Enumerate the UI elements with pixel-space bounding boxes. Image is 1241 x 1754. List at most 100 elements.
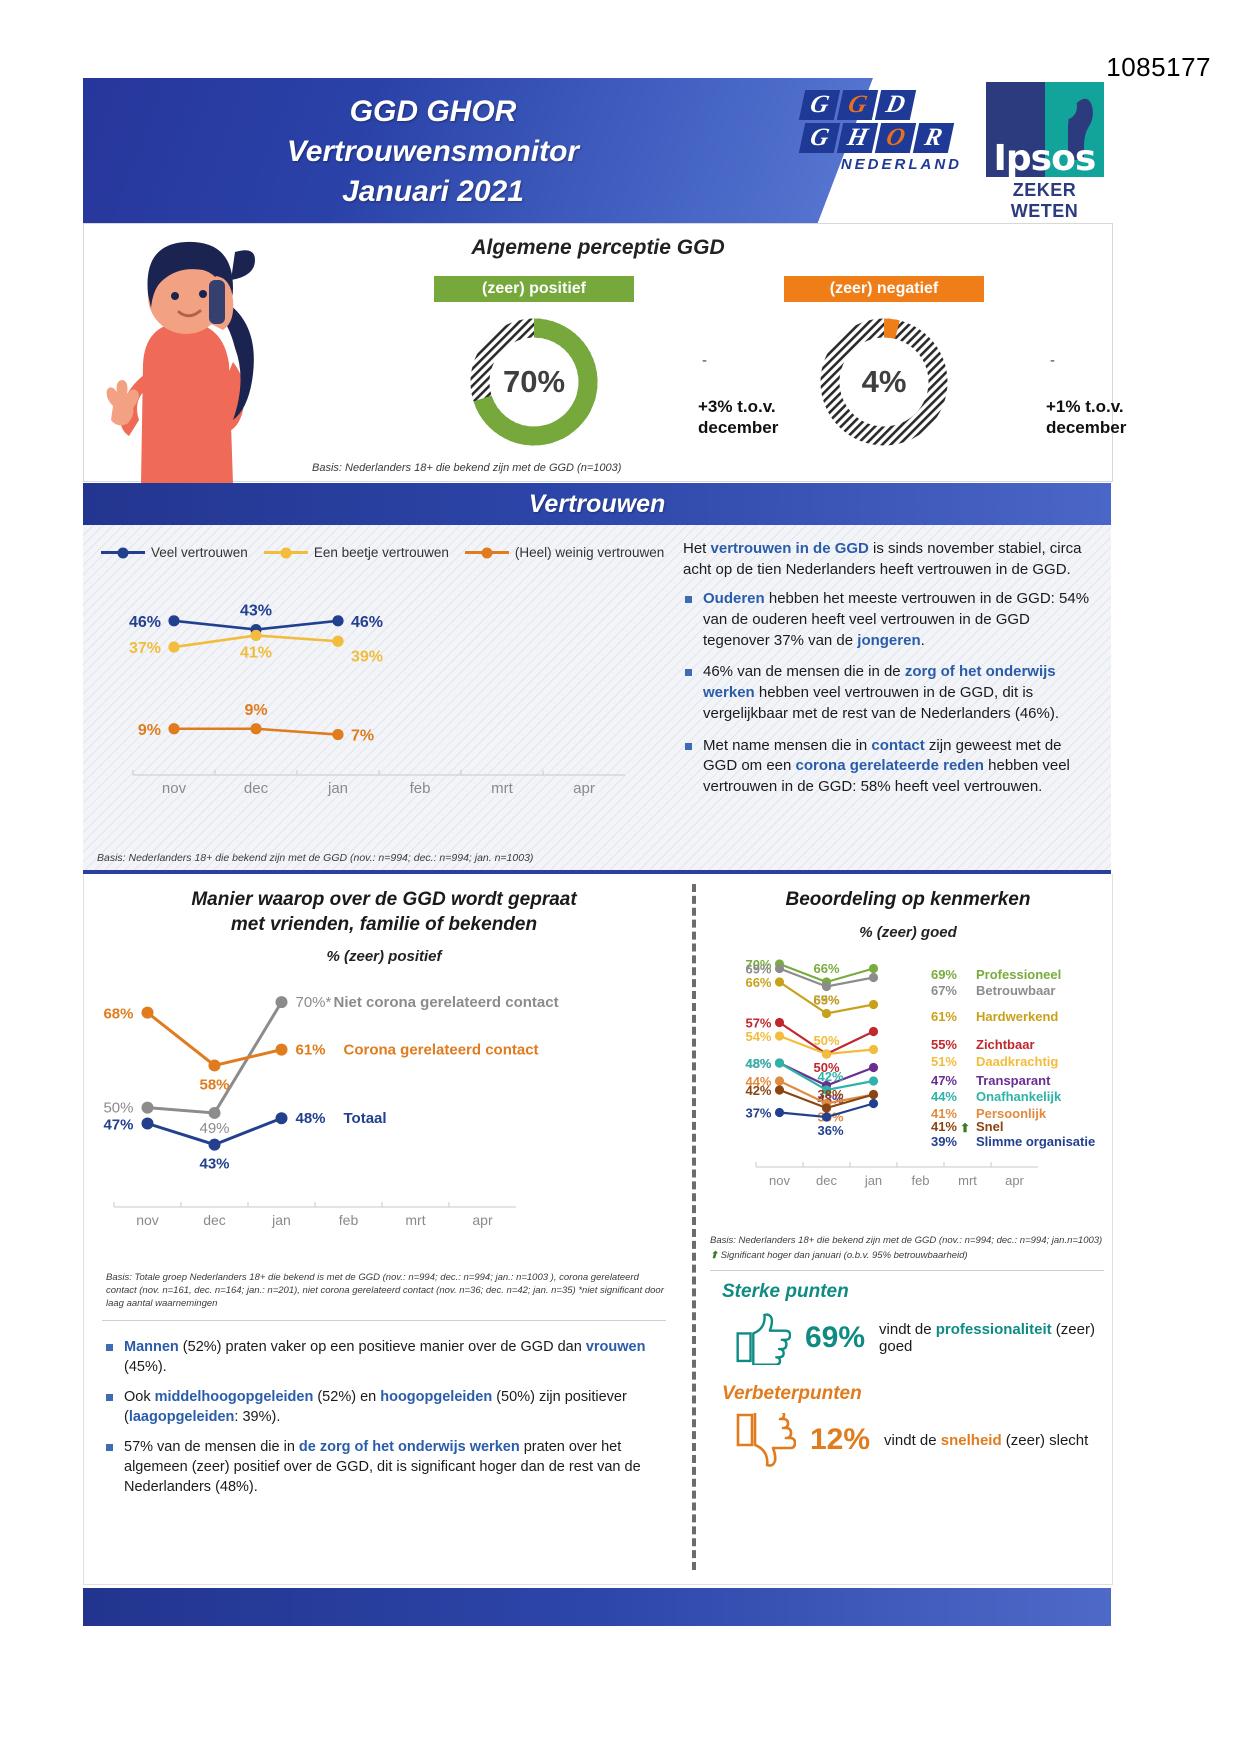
- bullet-item: Met name mensen die in contact zijn gewe…: [683, 736, 1098, 798]
- series-name-label: Transparant: [976, 1073, 1051, 1088]
- trust-section: Veel vertrouwen Een beetje vertrouwen (H…: [83, 525, 1111, 874]
- negative-value: 4%: [861, 364, 907, 399]
- data-point: [250, 629, 262, 642]
- legend-label: Veel vertrouwen: [151, 545, 248, 560]
- data-point: [141, 1102, 154, 1115]
- x-axis-tick: mrt: [958, 1173, 977, 1188]
- talk-basis: Basis: Totale groep Nederlanders 18+ die…: [106, 1272, 664, 1309]
- improvement-point-text: vindt de snelheid (zeer) slecht: [884, 1431, 1089, 1449]
- series-name-label: Professioneel: [976, 967, 1061, 982]
- series-name-label: Persoonlijk: [976, 1106, 1047, 1121]
- ggd-logo-country: NEDERLAND: [840, 156, 962, 173]
- ggd-letter: R: [912, 123, 955, 153]
- trust-line-chart: 46% 43% 46% 37% 41% 39% 9% 9% 7% nov dec jan feb mrt a…: [129, 603, 625, 797]
- talk-title-line-1: Manier waarop over de GGD wordt gepraat: [191, 889, 577, 910]
- header-banner: [83, 78, 873, 223]
- x-axis-tick: nov: [136, 1212, 159, 1228]
- data-label-mid: 42%: [817, 1069, 843, 1084]
- x-axis-tick: dec: [816, 1173, 837, 1188]
- data-label-end: 55%: [931, 1037, 957, 1052]
- legend-swatch: [101, 547, 145, 558]
- legend-item-beetje: Een beetje vertrouwen: [263, 545, 449, 560]
- trust-chart-legend: Veel vertrouwen Een beetje vertrouwen (H…: [101, 545, 664, 560]
- legend-swatch: [464, 547, 509, 558]
- trust-section-label: Vertrouwen: [528, 490, 666, 518]
- improvement-point-kpi: 12% vindt de snelheid (zeer) slecht: [734, 1413, 1112, 1468]
- data-point: [332, 615, 344, 627]
- negative-donut-chart: 4%: [816, 314, 952, 450]
- data-point: [868, 1026, 879, 1036]
- woman-illustration: [106, 241, 255, 484]
- data-label-end: 39%: [931, 1134, 957, 1149]
- x-axis-tick: jan: [327, 780, 348, 797]
- talk-bullet-list: Mannen (52%) praten vaker op een positie…: [104, 1337, 660, 1497]
- data-label-end: 61%: [931, 1009, 957, 1024]
- data-label: 7%: [351, 728, 374, 745]
- data-label-mid: 50%: [813, 1060, 839, 1075]
- data-point: [868, 1098, 879, 1108]
- data-label: 70%*: [296, 994, 332, 1011]
- x-axis-tick: feb: [911, 1173, 929, 1188]
- data-label-start: 44%: [745, 1074, 771, 1089]
- data-label-start: 66%: [745, 975, 771, 990]
- data-label: 50%: [103, 1100, 133, 1117]
- trust-chart-column: Veel vertrouwen Een beetje vertrouwen (H…: [83, 525, 673, 870]
- negative-delta-line-1: +1% t.o.v.: [1046, 397, 1124, 416]
- series-end-label: Niet corona gerelateerd contact: [334, 994, 559, 1011]
- data-point: [774, 1031, 785, 1041]
- data-label-mid: 65%: [813, 992, 839, 1007]
- improvement-points-title: Verbeterpunten: [722, 1383, 862, 1405]
- data-point: [275, 996, 288, 1009]
- ggd-letter: H: [836, 123, 879, 153]
- legend-item-veel: Veel vertrouwen: [101, 545, 248, 560]
- positive-delta-line-1: +3% t.o.v.: [698, 397, 776, 416]
- data-point: [208, 1138, 221, 1151]
- x-axis-tick: mrt: [491, 780, 513, 797]
- series-name-label: Hardwerkend: [976, 1009, 1058, 1024]
- data-point: [208, 1059, 221, 1072]
- data-label: 39%: [351, 648, 383, 665]
- x-axis-tick: apr: [1005, 1173, 1024, 1188]
- series-end-label: Totaal: [344, 1111, 387, 1128]
- data-point: [821, 1085, 832, 1095]
- data-label: 61%: [296, 1042, 326, 1059]
- data-label: 9%: [138, 722, 161, 739]
- significance-arrow-icon: ⬆: [710, 1249, 718, 1261]
- perception-positive: (zeer) positief 70%: [369, 276, 699, 450]
- data-label-end: 51%: [931, 1054, 957, 1069]
- lower-section: Manier waarop over de GGD wordt gepraat …: [83, 874, 1113, 1585]
- negative-caption: (zeer) negatief: [784, 276, 984, 302]
- ggd-letter: G: [836, 90, 879, 120]
- header-title-line-2: Vertrouwensmonitor: [286, 134, 580, 168]
- x-axis-tick: dec: [244, 780, 269, 797]
- negative-dash: -: [1050, 352, 1055, 369]
- bullet-item: Ouderen hebben het meeste vertrouwen in …: [683, 589, 1098, 651]
- data-label-start: 48%: [745, 1056, 771, 1071]
- data-point: [821, 981, 832, 991]
- x-axis-tick: apr: [573, 780, 595, 797]
- bullet-item: Mannen (52%) praten vaker op een positie…: [104, 1337, 660, 1377]
- document-id: 1085177: [1106, 52, 1211, 82]
- data-label-start: 42%: [745, 1083, 771, 1098]
- column-divider: [692, 884, 696, 1570]
- strong-point-value: 69%: [804, 1321, 866, 1355]
- data-label-mid: 59%: [813, 992, 839, 1007]
- x-axis-tick: apr: [472, 1212, 493, 1228]
- strong-point-text: vindt de professionaliteit (zeer) goed: [879, 1321, 1095, 1356]
- traits-title: Beoordeling op kenmerken: [785, 889, 1031, 910]
- x-axis-tick: feb: [410, 780, 431, 797]
- data-label-mid: 50%: [813, 1033, 839, 1048]
- data-label: 37%: [129, 640, 161, 657]
- data-label-end: 41%: [931, 1106, 957, 1121]
- trust-section-band: Vertrouwen: [83, 483, 1111, 525]
- footer-band: [83, 1588, 1111, 1626]
- negative-delta: +1% t.o.v. december: [1046, 396, 1126, 439]
- data-label-start: 37%: [745, 1105, 771, 1120]
- perception-panel: Algemene perceptie GGD (zeer) positief: [83, 223, 1126, 484]
- series-name-label: Daadkrachtig: [976, 1054, 1058, 1069]
- data-point: [868, 999, 879, 1009]
- legend-label: (Heel) weinig vertrouwen: [514, 545, 665, 560]
- series-name-label: Onafhankelijk: [976, 1089, 1062, 1104]
- data-point: [275, 1043, 288, 1056]
- data-label-start: 70%: [745, 957, 771, 972]
